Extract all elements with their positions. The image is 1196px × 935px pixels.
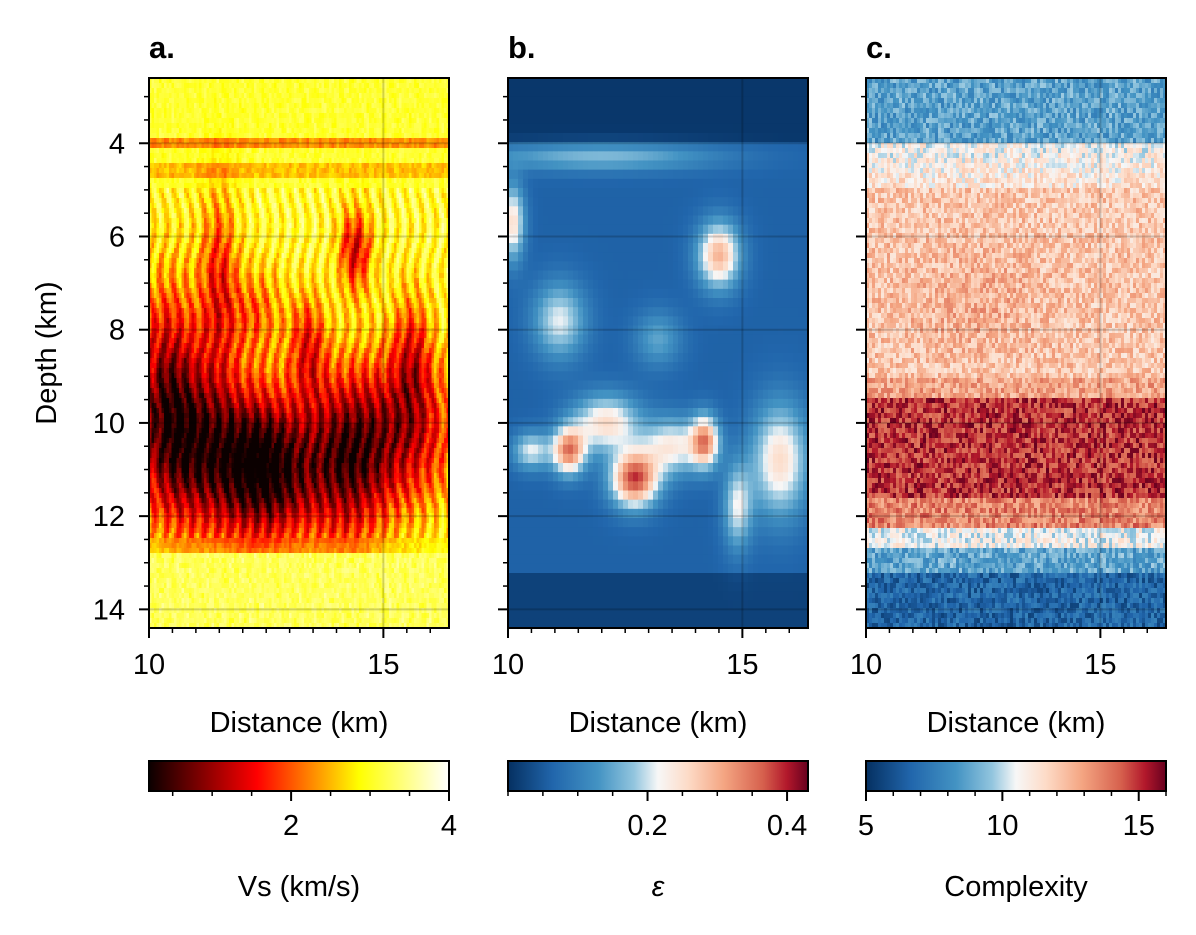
- y-tick-label: 4: [109, 128, 125, 160]
- panel-b-colorbar: [507, 760, 809, 792]
- panel-c-axes: 10 15: [850, 95, 1148, 681]
- panel-a-xlabel: Distance (km): [210, 707, 389, 739]
- panel-c-colorbar-ticks: 5 10 15: [858, 791, 1167, 842]
- panel-a-letter: a.: [149, 30, 175, 65]
- panel-a-ylabel: Depth (km): [31, 281, 63, 424]
- panel-b-colorbar-ticks: 0.2 0.4: [507, 791, 807, 842]
- y-tick-label: 8: [109, 315, 125, 347]
- x-tick-label: 10: [133, 649, 165, 681]
- x-tick-label: 15: [367, 649, 399, 681]
- panel-a: a. 10 15 4 6 8 10 12 14 Distance (km) Depth (km…: [31, 30, 457, 903]
- colorbar-tick-label: 15: [1123, 810, 1155, 842]
- panel-b-letter: b.: [508, 30, 536, 65]
- panel-c-colorbar: [865, 760, 1167, 792]
- colorbar-tick-label: 0.4: [767, 810, 807, 842]
- colorbar-tick-label: 10: [986, 810, 1018, 842]
- colorbar-tick-label: 5: [858, 810, 874, 842]
- panel-a-colorbar: [148, 760, 450, 792]
- y-tick-label: 14: [93, 594, 125, 626]
- panel-c-xlabel: Distance (km): [927, 707, 1106, 739]
- y-tick-label: 10: [93, 408, 125, 440]
- colorbar-tick-label: 4: [441, 810, 457, 842]
- y-tick-label: 6: [109, 221, 125, 253]
- panel-b: b. 10 15 Distance (km) 0.2 0.4 ε: [492, 30, 809, 903]
- panel-c-colorbar-label: Complexity: [944, 871, 1088, 903]
- panel-b-xlabel: Distance (km): [569, 707, 748, 739]
- x-tick-label: 10: [850, 649, 882, 681]
- panel-c: c. 10 15 Distance (km) 5 10 15 Complexity: [850, 30, 1167, 903]
- panel-b-axes: 10 15: [492, 95, 790, 681]
- x-tick-label: 15: [726, 649, 758, 681]
- panel-b-colorbar-label: ε: [652, 871, 666, 903]
- panel-b-heatmap: [508, 78, 808, 628]
- panel-b-grid: [508, 78, 808, 628]
- x-tick-label: 15: [1084, 649, 1116, 681]
- panel-a-axes: 10 15 4 6 8 10 12 14: [93, 95, 431, 681]
- panel-a-heatmap: [149, 78, 449, 628]
- y-tick-label: 12: [93, 501, 125, 533]
- panel-a-grid: [149, 78, 449, 628]
- panel-c-letter: c.: [866, 30, 892, 65]
- colorbar-tick-label: 0.2: [627, 810, 667, 842]
- colorbar-tick-label: 2: [283, 810, 299, 842]
- panel-c-heatmap: [866, 78, 1166, 628]
- panel-a-colorbar-label: Vs (km/s): [238, 871, 360, 903]
- panel-c-grid: [866, 78, 1166, 628]
- x-tick-label: 10: [492, 649, 524, 681]
